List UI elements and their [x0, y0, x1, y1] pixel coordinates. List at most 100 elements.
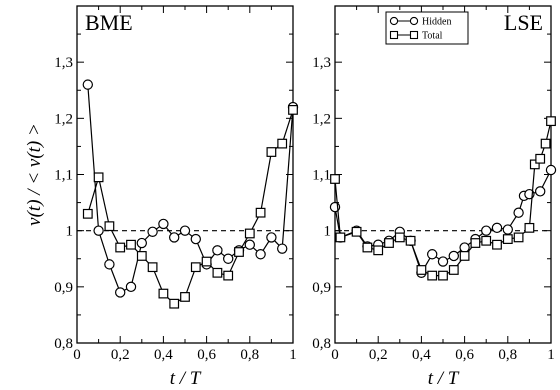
circle-point-0-0-8 [168, 232, 180, 243]
y-tick-label: 1,3 [312, 55, 331, 71]
square-point-1-1-0 [330, 174, 340, 184]
chart-panel-0: 0 0,2 0,4 0,6 0,8 1 0,8 0,9 1 1,1 1,2 1,3 BME t / T v(… [24, 5, 299, 389]
square-point-1-1-19 [529, 159, 540, 170]
circle-point-1-0-20 [535, 186, 546, 197]
legend-marker-square [409, 30, 419, 40]
x-tick-label: 0 [73, 347, 81, 363]
square-point-1-1-22 [546, 116, 556, 127]
square-point-0-1-18 [277, 138, 288, 149]
y-tick-label: 0,8 [312, 336, 331, 352]
square-point-1-1-12 [459, 251, 470, 261]
square-point-0-1-3 [115, 242, 126, 253]
y-tick-label: 1 [66, 224, 74, 240]
series-line-square [334, 120, 552, 277]
square-point-1-1-13 [470, 238, 481, 248]
x-tick-label: 0,2 [111, 347, 130, 363]
x-tick-label: 0,6 [197, 347, 216, 363]
square-point-1-1-14 [481, 235, 492, 246]
circle-point-1-0-9 [427, 249, 438, 260]
square-point-0-1-16 [255, 207, 266, 218]
circle-point-0-0-18 [277, 243, 288, 254]
circle-point-0-0-1 [93, 225, 104, 236]
square-point-0-1-13 [223, 270, 234, 281]
x-axis-label: t / T [170, 368, 202, 389]
square-point-1-1-2 [351, 226, 362, 237]
square-point-0-1-8 [169, 298, 180, 309]
y-tick-label: 1,2 [312, 111, 331, 127]
circle-point-0-0-0 [82, 79, 94, 90]
y-tick-label: 1 [324, 224, 332, 240]
circle-point-0-0-17 [266, 232, 277, 243]
square-point-0-1-11 [201, 256, 212, 267]
x-tick-label: 0,2 [369, 347, 388, 363]
legend-box [385, 11, 469, 45]
circle-point-0-0-13 [222, 253, 234, 264]
square-point-0-1-7 [158, 288, 169, 299]
circle-point-1-0-10 [437, 256, 449, 267]
legend-label: Total [422, 31, 443, 42]
circle-point-0-0-5 [136, 237, 147, 249]
square-point-0-1-10 [190, 262, 201, 273]
x-tick-label: 0,4 [412, 347, 431, 363]
square-point-0-1-12 [212, 267, 223, 278]
x-tick-label: 0,8 [240, 347, 259, 363]
panel-title: BME [85, 10, 133, 35]
series-line-square [87, 109, 294, 305]
square-point-0-1-2 [104, 221, 115, 232]
circle-point-0-0-9 [179, 225, 191, 236]
series-line-circle [334, 169, 552, 275]
square-point-1-1-21 [540, 138, 551, 149]
x-axis-label: t / T [428, 368, 460, 389]
y-axis-label: v(t) / < v(t) > [24, 123, 45, 226]
x-tick-label: 0,4 [154, 347, 173, 363]
panel-title: LSE [504, 10, 543, 35]
x-tick-label: 0,6 [455, 347, 474, 363]
circle-point-0-0-3 [114, 287, 126, 298]
square-point-0-1-9 [180, 292, 190, 302]
legend: Hidden Total [385, 11, 469, 45]
square-point-1-1-9 [427, 270, 438, 281]
square-point-1-1-8 [416, 265, 427, 275]
x-tick-label: 1 [547, 347, 555, 363]
chart-panel-1: 0 0,2 0,4 0,6 0,8 1 0,8 0,9 1 1,1 1,2 1,3 LSE t / T Hi… [312, 5, 557, 389]
square-point-1-1-20 [535, 153, 546, 164]
circle-point-1-0-14 [481, 225, 492, 236]
square-point-1-1-15 [492, 239, 502, 250]
square-point-1-1-4 [373, 245, 384, 256]
legend-label: Hidden [422, 17, 451, 28]
square-point-1-1-6 [394, 232, 405, 243]
square-point-1-1-16 [502, 234, 513, 244]
legend-marker-circle [389, 16, 399, 26]
square-point-1-1-11 [448, 265, 459, 275]
y-tick-label: 1,2 [54, 111, 73, 127]
square-point-1-1-1 [335, 232, 346, 243]
square-point-1-1-17 [513, 232, 524, 243]
y-tick-label: 1,1 [54, 168, 73, 184]
circle-point-0-0-10 [190, 233, 201, 245]
square-point-0-1-15 [244, 228, 255, 239]
circle-point-1-0-12 [459, 242, 470, 253]
circle-point-1-0-21 [545, 164, 557, 176]
square-point-1-1-7 [405, 235, 416, 246]
circle-point-0-0-16 [255, 249, 266, 260]
series-line-circle [87, 84, 294, 294]
y-tick-label: 0,9 [54, 280, 73, 296]
x-tick-label: 1 [289, 347, 297, 363]
square-point-0-1-1 [93, 172, 104, 183]
circle-point-1-0-17 [513, 207, 524, 218]
circle-point-0-0-2 [104, 259, 115, 270]
y-tick-label: 0,8 [54, 336, 73, 352]
square-point-1-1-3 [362, 242, 373, 253]
square-point-0-1-14 [234, 247, 244, 257]
x-tick-label: 0,8 [498, 347, 517, 363]
legend-marker-circle [409, 16, 419, 26]
square-point-0-1-4 [126, 239, 136, 250]
circle-point-1-0-11 [448, 250, 459, 262]
circle-point-1-0-15 [491, 222, 503, 234]
circle-point-0-0-7 [158, 218, 169, 230]
x-tick-label: 0 [331, 347, 339, 363]
legend-marker-square [389, 30, 399, 40]
square-point-1-1-5 [384, 238, 394, 248]
square-point-1-1-18 [524, 222, 535, 233]
